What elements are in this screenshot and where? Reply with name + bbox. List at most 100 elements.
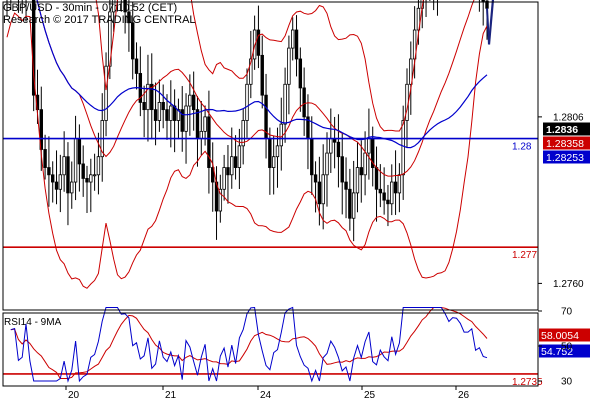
candle-body bbox=[142, 102, 146, 111]
candle-body bbox=[481, 0, 485, 2]
candle-body bbox=[397, 174, 402, 194]
candle-body bbox=[131, 22, 135, 60]
candle-body bbox=[161, 102, 165, 111]
candle-body bbox=[287, 47, 291, 85]
x-tick-label: 21 bbox=[165, 390, 177, 400]
candle-body bbox=[104, 65, 108, 121]
candle-body bbox=[211, 167, 215, 183]
projection-arrow-shaft bbox=[487, 0, 495, 45]
level-label: 1.277 bbox=[512, 250, 537, 261]
candle-body bbox=[367, 138, 371, 154]
candle-body bbox=[271, 156, 276, 168]
moving-average bbox=[36, 0, 488, 149]
last-value-label: 1.28253 bbox=[546, 152, 584, 164]
candle-body bbox=[184, 105, 188, 132]
candle-body bbox=[77, 138, 82, 165]
candle-body bbox=[401, 120, 405, 176]
candle-body bbox=[188, 94, 192, 107]
candle-body bbox=[191, 94, 196, 111]
price-y-tick-label: 1.2806 bbox=[553, 112, 584, 123]
level-label: 1.28 bbox=[512, 142, 532, 153]
candle-body bbox=[279, 123, 283, 147]
candle-body bbox=[31, 0, 36, 96]
candle-body bbox=[317, 181, 322, 205]
candle-body bbox=[43, 149, 47, 168]
price-panel: 1.29051.28851.2861.281.2771.27351.28361.… bbox=[3, 0, 590, 388]
candle-body bbox=[169, 105, 173, 121]
candle-body bbox=[218, 188, 223, 212]
candle-body bbox=[310, 138, 314, 176]
rsi-y-tick-label: 70 bbox=[561, 307, 573, 318]
bollinger-middle bbox=[36, 0, 475, 177]
candle-body bbox=[47, 167, 51, 176]
candle-body bbox=[363, 152, 367, 176]
candle-body bbox=[58, 174, 63, 190]
candle-body bbox=[123, 0, 127, 13]
candle-body bbox=[153, 109, 158, 121]
candle-body bbox=[226, 167, 230, 176]
candle-body bbox=[150, 83, 154, 111]
candle-body bbox=[359, 167, 363, 176]
candle-body bbox=[298, 58, 303, 89]
rsi-frame bbox=[2, 312, 539, 387]
candle-body bbox=[336, 141, 341, 158]
candle-body bbox=[249, 58, 253, 85]
candle-body bbox=[111, 0, 116, 13]
price-frame bbox=[2, 1, 539, 311]
candle-body bbox=[344, 181, 348, 190]
candle-body bbox=[89, 174, 93, 183]
rsi-y-tick-label: 50 bbox=[561, 342, 573, 353]
candle-body bbox=[302, 87, 306, 118]
last-value-tag bbox=[543, 150, 590, 164]
candle-body bbox=[351, 192, 356, 219]
candle-body bbox=[222, 167, 226, 190]
candle-body bbox=[393, 181, 398, 194]
x-tick-label: 26 bbox=[458, 390, 470, 400]
candle-body bbox=[294, 29, 299, 60]
candle-body bbox=[416, 7, 421, 31]
candle-body bbox=[96, 156, 101, 176]
candle-body bbox=[409, 58, 413, 85]
candle-body bbox=[146, 83, 150, 111]
candle-body bbox=[382, 192, 386, 201]
last-value-tag bbox=[543, 136, 590, 150]
price-y-tick-label: 1.2760 bbox=[553, 279, 584, 290]
candle-body bbox=[176, 109, 181, 121]
candle-body bbox=[313, 174, 318, 183]
candle-body bbox=[386, 199, 390, 205]
candle-body bbox=[390, 181, 394, 205]
rsi-last-value-label: 58.0054 bbox=[541, 330, 579, 342]
candle-body bbox=[260, 54, 264, 96]
bollinger-upper bbox=[95, 0, 424, 132]
candle-body bbox=[378, 188, 383, 194]
bollinger-lower bbox=[6, 12, 488, 289]
last-value-label: 1.2836 bbox=[546, 124, 578, 136]
candle-body bbox=[81, 163, 85, 179]
candle-body bbox=[325, 152, 329, 176]
x-tick-label: 20 bbox=[68, 390, 80, 400]
candle-body bbox=[291, 29, 295, 49]
rsi-title: RSI14 - 9MA bbox=[4, 317, 62, 328]
candle-body bbox=[268, 138, 272, 168]
candle-body bbox=[283, 83, 287, 125]
x-tick-label: 25 bbox=[364, 390, 376, 400]
candle-body bbox=[237, 145, 242, 168]
candle-body bbox=[321, 174, 325, 205]
candle-body bbox=[256, 29, 261, 56]
rsi-last-value-tag bbox=[539, 344, 590, 358]
level-label: 1.2735 bbox=[512, 377, 543, 388]
candle-body bbox=[134, 58, 139, 74]
candle-body bbox=[85, 178, 89, 183]
candle-body bbox=[207, 116, 211, 168]
candle-body bbox=[329, 138, 333, 154]
candle-body bbox=[275, 145, 280, 158]
candle-body bbox=[70, 181, 74, 194]
chart-title: GBP/USD - 30min - 07:10:52 (CET) bbox=[3, 2, 178, 14]
candle-body bbox=[245, 83, 249, 121]
candle-body bbox=[374, 167, 379, 190]
rsi-last-value-label: 54.752 bbox=[541, 346, 573, 358]
candle-body bbox=[348, 188, 352, 219]
candle-body bbox=[180, 109, 184, 132]
